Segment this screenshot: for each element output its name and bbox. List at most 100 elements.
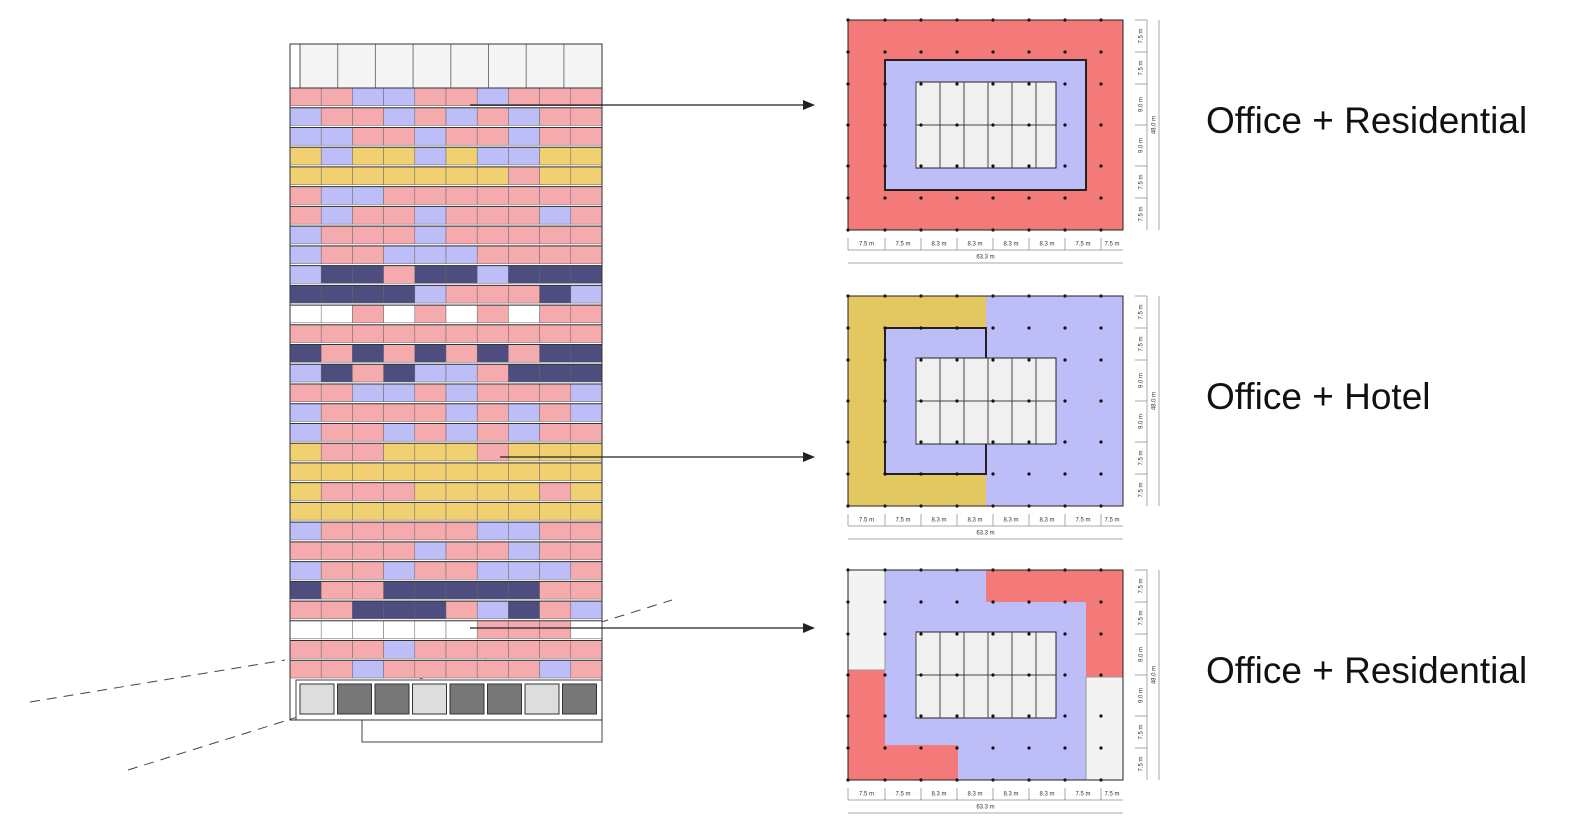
column — [883, 600, 887, 604]
panel — [352, 225, 384, 245]
base-bay — [299, 683, 335, 715]
panel — [352, 186, 384, 205]
panel — [445, 206, 478, 225]
column — [883, 50, 887, 54]
panel — [414, 324, 447, 343]
column — [1063, 326, 1067, 330]
column — [1027, 196, 1031, 200]
panel — [476, 403, 509, 422]
column — [991, 82, 995, 86]
column — [919, 673, 923, 677]
panel — [320, 285, 353, 304]
panel — [289, 423, 322, 442]
dimension-label: 8.3 m — [931, 518, 946, 524]
panel — [414, 660, 447, 679]
column — [1027, 714, 1031, 718]
panel — [352, 107, 384, 126]
column — [1099, 714, 1103, 718]
panel — [320, 521, 353, 541]
panel — [445, 541, 478, 560]
column — [1027, 632, 1031, 636]
panel — [320, 502, 353, 521]
panel — [508, 581, 540, 600]
panel — [508, 166, 540, 185]
panel — [414, 186, 447, 205]
panel — [289, 442, 322, 462]
panel — [289, 146, 322, 166]
panel — [539, 403, 572, 422]
panel — [476, 324, 509, 343]
arrow-head — [803, 623, 815, 633]
panel — [570, 364, 603, 383]
panel — [570, 344, 603, 363]
panel — [570, 561, 603, 580]
panel — [476, 285, 509, 304]
column — [1063, 50, 1067, 54]
column — [991, 673, 995, 677]
column — [1099, 632, 1103, 636]
panel — [539, 423, 572, 442]
panel — [539, 383, 572, 402]
dimension-label: 7.5 m — [1104, 242, 1119, 248]
panel — [508, 146, 540, 166]
panel — [570, 107, 603, 126]
column — [991, 326, 995, 330]
column — [955, 50, 959, 54]
column — [1099, 440, 1103, 444]
panel — [570, 541, 603, 560]
panel — [289, 364, 322, 383]
column — [919, 50, 923, 54]
panel — [383, 620, 416, 639]
ground-line — [127, 599, 673, 771]
panel — [539, 640, 572, 659]
panel — [508, 107, 540, 126]
panel — [320, 245, 353, 264]
panel — [320, 324, 353, 343]
panel — [414, 127, 447, 146]
column — [955, 673, 959, 677]
column — [991, 440, 995, 444]
dimension-label: 8.3 m — [967, 792, 982, 798]
column — [1099, 164, 1103, 168]
column — [1027, 399, 1031, 403]
panel — [508, 423, 540, 442]
panel — [476, 600, 509, 620]
column — [919, 600, 923, 604]
panel — [414, 423, 447, 442]
panel — [445, 87, 478, 106]
column — [919, 714, 923, 718]
panel — [539, 304, 572, 324]
plans: 7.5 m 7.5 m 8.3 m 8.3 m 8.3 m 8.3 m 7.5 m 7.5 m… — [470, 18, 1527, 814]
panel — [445, 403, 478, 422]
panel — [570, 640, 603, 659]
dimension-label: 7.5 m — [859, 242, 874, 248]
panel — [383, 442, 416, 462]
panel — [508, 304, 540, 324]
panel — [414, 442, 447, 462]
panel — [539, 285, 572, 304]
column — [955, 82, 959, 86]
column — [919, 164, 923, 168]
column — [1027, 472, 1031, 476]
panel — [508, 265, 540, 284]
column — [883, 326, 887, 330]
panel — [476, 383, 509, 402]
panel — [383, 403, 416, 422]
dimension-label: 7.5 m — [1139, 450, 1145, 465]
panel — [570, 206, 603, 225]
panel — [352, 620, 384, 639]
panel — [289, 581, 322, 600]
dimension-label: 7.5 m — [859, 792, 874, 798]
panel — [383, 482, 416, 501]
panel — [508, 600, 540, 620]
column — [955, 746, 959, 750]
column — [919, 326, 923, 330]
panel — [476, 462, 509, 481]
dimension-label: 7.5 m — [1139, 336, 1145, 351]
column — [1063, 123, 1067, 127]
column — [883, 632, 887, 636]
column — [1063, 82, 1067, 86]
column — [991, 399, 995, 403]
panel — [414, 541, 447, 560]
